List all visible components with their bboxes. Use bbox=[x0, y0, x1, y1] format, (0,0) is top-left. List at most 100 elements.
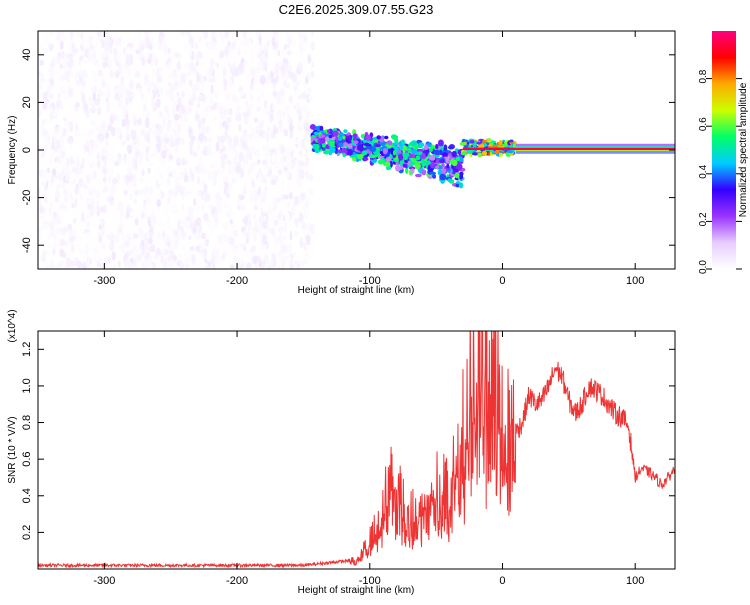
noise-cell bbox=[137, 119, 142, 127]
noise-cell bbox=[70, 195, 74, 206]
noise-cell bbox=[43, 163, 48, 172]
noise-cell bbox=[47, 243, 53, 249]
noise-cell bbox=[129, 45, 134, 55]
noise-cell bbox=[194, 205, 201, 213]
noise-cell bbox=[236, 204, 240, 210]
noise-cell bbox=[255, 31, 261, 38]
noise-cell bbox=[143, 221, 149, 229]
noise-cell bbox=[274, 48, 279, 56]
transition-cell bbox=[309, 124, 316, 130]
noise-cell bbox=[170, 94, 174, 103]
noise-cell bbox=[245, 262, 252, 269]
noise-cell bbox=[121, 144, 128, 152]
noise-cell bbox=[197, 156, 203, 166]
noise-cell bbox=[81, 158, 85, 168]
noise-cell bbox=[132, 173, 137, 180]
noise-cell bbox=[244, 150, 249, 156]
transition-cell bbox=[335, 136, 339, 143]
transition-cell bbox=[323, 150, 330, 155]
noise-cell bbox=[133, 155, 138, 165]
noise-cell bbox=[195, 165, 200, 172]
noise-cell bbox=[305, 40, 309, 49]
transition-cell bbox=[357, 154, 364, 160]
noise-cell bbox=[147, 80, 152, 91]
noise-cell bbox=[226, 186, 232, 195]
noise-cell bbox=[48, 206, 52, 217]
noise-cell bbox=[279, 95, 285, 106]
noise-cell bbox=[125, 232, 129, 239]
noise-cell bbox=[245, 237, 250, 245]
noise-cell bbox=[71, 231, 76, 237]
noise-cell bbox=[93, 31, 98, 37]
noise-cell bbox=[58, 182, 65, 189]
noise-cell bbox=[208, 143, 213, 152]
noise-cell bbox=[113, 54, 118, 65]
noise-cell bbox=[51, 207, 56, 215]
noise-cell bbox=[80, 32, 84, 40]
noise-cell bbox=[138, 150, 144, 158]
noise-cell bbox=[304, 193, 309, 200]
noise-cell bbox=[137, 208, 143, 219]
noise-cell bbox=[74, 159, 80, 169]
noise-cell bbox=[87, 54, 93, 62]
noise-cell bbox=[90, 160, 94, 169]
noise-cell bbox=[302, 115, 307, 121]
noise-cell bbox=[129, 59, 134, 66]
noise-cell bbox=[177, 230, 183, 239]
noise-cell bbox=[226, 159, 232, 165]
transition-cell bbox=[357, 144, 363, 151]
noise-cell bbox=[285, 151, 292, 163]
noise-cell bbox=[99, 239, 106, 249]
spectrogram-x-tick-label: -100 bbox=[359, 275, 381, 287]
noise-cell bbox=[102, 92, 109, 101]
noise-cell bbox=[135, 37, 140, 43]
noise-cell bbox=[46, 138, 53, 148]
noise-cell bbox=[215, 141, 220, 152]
transition-cell bbox=[420, 152, 426, 160]
noise-cell bbox=[303, 241, 308, 251]
noise-cell bbox=[123, 259, 130, 269]
noise-cell bbox=[117, 69, 123, 75]
noise-cell bbox=[310, 70, 315, 78]
noise-cell bbox=[143, 258, 147, 268]
noise-cell bbox=[91, 101, 95, 113]
noise-cell bbox=[116, 114, 122, 124]
noise-cell bbox=[255, 125, 260, 132]
noise-cell bbox=[233, 175, 239, 185]
noise-cell bbox=[43, 34, 50, 43]
noise-cell bbox=[265, 36, 271, 42]
noise-cell bbox=[58, 172, 63, 182]
noise-cell bbox=[38, 150, 42, 162]
noise-cell bbox=[166, 241, 171, 248]
noise-cell bbox=[120, 243, 126, 254]
noise-cell bbox=[120, 75, 125, 85]
noise-cell bbox=[211, 40, 217, 50]
signal-cell bbox=[488, 143, 493, 147]
noise-cell bbox=[278, 143, 283, 153]
noise-cell bbox=[185, 215, 192, 222]
noise-cell bbox=[130, 171, 134, 182]
noise-cell bbox=[266, 125, 271, 133]
noise-cell bbox=[197, 249, 203, 255]
noise-cell bbox=[231, 151, 236, 158]
noise-cell bbox=[38, 42, 43, 49]
noise-cell bbox=[222, 221, 228, 230]
noise-cell bbox=[220, 254, 226, 262]
noise-cell bbox=[139, 174, 144, 186]
noise-cell bbox=[61, 158, 66, 169]
noise-cell bbox=[165, 95, 169, 102]
noise-cell bbox=[93, 247, 99, 256]
noise-cell bbox=[142, 103, 147, 111]
noise-cell bbox=[144, 231, 148, 243]
noise-cell bbox=[247, 54, 251, 61]
transition-cell bbox=[454, 172, 460, 179]
noise-cell bbox=[255, 75, 259, 84]
noise-cell bbox=[203, 241, 209, 247]
noise-cell bbox=[188, 92, 194, 102]
noise-cell bbox=[181, 90, 185, 98]
noise-cell bbox=[184, 64, 191, 74]
transition-cell bbox=[342, 152, 346, 158]
transition-cell bbox=[421, 158, 425, 165]
noise-cell bbox=[82, 193, 88, 201]
noise-cell bbox=[201, 58, 207, 65]
